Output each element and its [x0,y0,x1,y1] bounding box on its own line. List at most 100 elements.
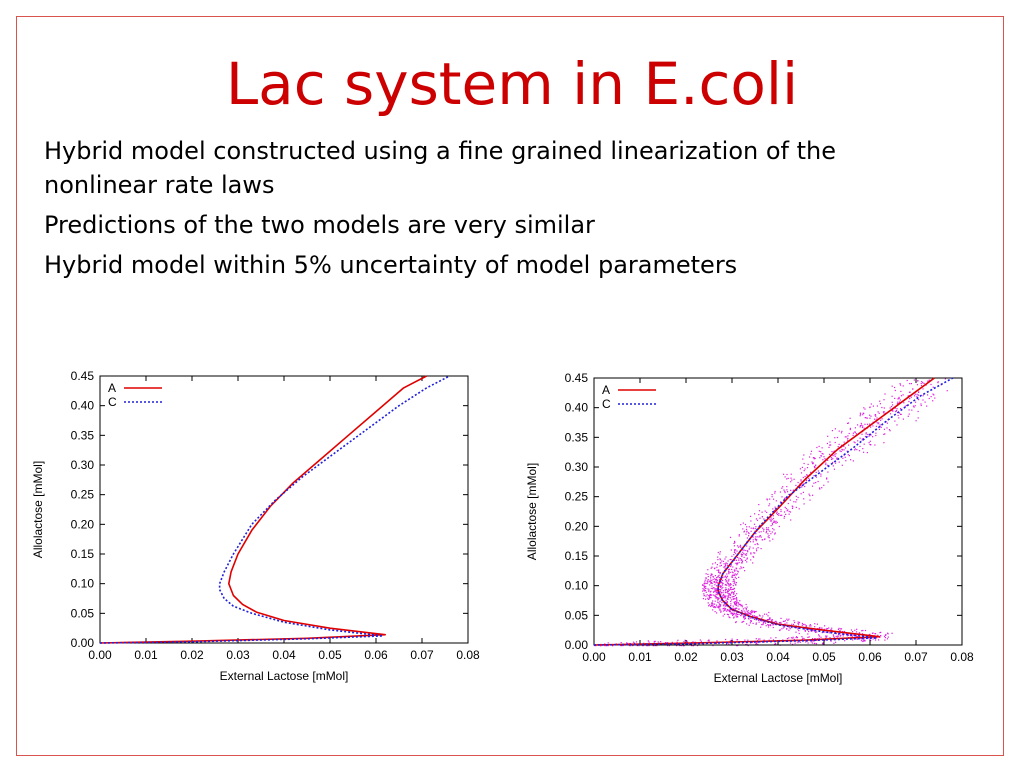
scatter-point [807,633,809,635]
scatter-point [889,430,891,432]
scatter-point [718,597,720,599]
scatter-point [735,621,737,623]
scatter-point [711,566,713,568]
legend-label-c: C [108,395,117,409]
scatter-point [782,486,784,488]
scatter-point [856,628,858,630]
scatter-point [885,633,887,636]
scatter-point [767,615,769,617]
scatter-point [814,623,816,625]
scatter-point [838,627,840,629]
scatter-point [741,609,743,612]
scatter-point [747,645,749,647]
scatter-point [822,643,824,645]
scatter-point [604,645,606,647]
scatter-point [736,603,738,605]
scatter-point [756,519,759,521]
scatter-point [747,611,749,614]
scatter-point [738,534,740,536]
scatter-point [932,393,934,395]
scatter-point [720,564,722,566]
scatter-point [751,611,753,614]
scatter-point [738,557,740,559]
scatter-point [829,441,831,443]
scatter-point [743,530,746,532]
scatter-point [891,409,893,412]
scatter-point [708,589,710,591]
scatter-point [892,410,894,412]
scatter-point [790,477,792,479]
scatter-point [740,566,742,568]
scatter-point [895,409,898,412]
scatter-point [898,401,901,403]
scatter-point [766,613,768,615]
scatter-point [724,584,726,586]
scatter-point [862,629,864,632]
scatter-point [839,629,841,632]
scatter-point [719,559,721,561]
y-tick-label: 0.30 [71,458,95,472]
scatter-point [843,441,845,443]
scatter-point [714,562,716,564]
scatter-point [740,524,742,526]
scatter-point [840,432,843,434]
scatter-point [752,528,754,530]
y-axis-label: Allolactose [mMol] [31,461,45,558]
scatter-point [838,634,840,636]
x-tick-label: 0.05 [812,650,836,664]
scatter-point [854,448,857,450]
scatter-point [729,558,731,561]
scatter-point [872,425,874,427]
scatter-point [705,598,707,600]
scatter-point [755,619,757,621]
scatter-point [755,536,757,538]
scatter-point [914,405,916,407]
scatter-point [719,553,721,555]
scatter-point [824,458,826,460]
scatter-point [732,614,734,616]
scatter-point [750,617,752,619]
scatter-point [835,462,837,464]
bullet-item: Hybrid model constructed using a fine gr… [44,137,836,199]
scatter-point [820,475,822,477]
scatter-point [801,622,803,625]
scatter-point [858,632,860,634]
scatter-point [795,637,797,639]
scatter-point [765,527,768,529]
scatter-point [792,489,794,491]
scatter-point [724,565,726,568]
scatter-point [819,488,821,490]
scatter-point [843,445,845,447]
y-tick-label: 0.15 [565,549,589,563]
scatter-point [729,640,731,642]
scatter-point [736,612,738,614]
scatter-point [826,635,828,637]
scatter-point [734,608,736,610]
scatter-point [710,575,712,577]
scatter-point [886,638,889,640]
scatter-point [775,500,777,502]
scatter-point [862,414,864,416]
y-tick-label: 0.25 [71,488,95,502]
x-tick-label: 0.02 [180,648,204,662]
scatter-point [742,549,744,551]
scatter-point [704,587,706,589]
scatter-point [735,602,737,604]
x-tick-label: 0.00 [88,648,112,662]
scatter-point [797,624,800,626]
scatter-point [933,394,935,396]
scatter-point [747,612,749,614]
scatter-point [774,521,776,523]
scatter-point [869,440,871,442]
scatter-point [883,411,885,413]
scatter-point [766,498,768,500]
scatter-point [795,501,797,503]
scatter-point [923,382,925,384]
scatter-point [812,462,814,464]
scatter-point [626,642,628,644]
scatter-point [834,455,836,457]
scatter-point [859,426,861,428]
scatter-point [815,471,817,473]
scatter-point [849,428,851,431]
scatter-point [725,562,727,564]
